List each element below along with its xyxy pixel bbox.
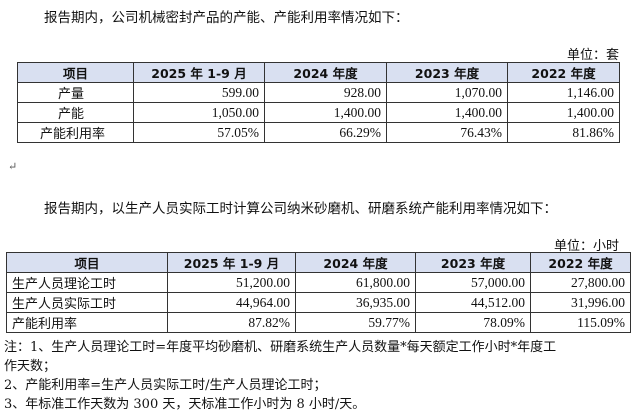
table-row: 产能利用率 57.05% 66.29% 76.43% 81.86% xyxy=(17,122,620,143)
table-cell: 36,935.00 xyxy=(295,292,416,313)
table-cell: 57.05% xyxy=(133,122,265,143)
table-cell: 1,400.00 xyxy=(264,102,387,123)
footnote-line: 2、产能利用率=生产人员实际工时/生产人员理论工时； xyxy=(4,378,327,393)
table-cell: 59.77% xyxy=(295,312,416,333)
table-header-row: 项目 2025 年 1-9 月 2024 年度 2023 年度 2022 年度 xyxy=(17,62,620,83)
column-header: 2024 年度 xyxy=(295,252,416,273)
table-cell: 57,000.00 xyxy=(415,272,531,293)
table-row: 生产人员实际工时 44,964.00 36,935.00 44,512.00 3… xyxy=(6,292,631,313)
table-cell: 1,400.00 xyxy=(386,102,508,123)
section1-unit: 单位：套 xyxy=(567,48,620,63)
capacity-table-grinders: 项目 2025 年 1-9 月 2024 年度 2023 年度 2022 年度 … xyxy=(6,252,631,333)
section2-intro: 报告期内，以生产人员实际工时计算公司纳米砂磨机、研磨系统产能利用率情况如下： xyxy=(44,201,557,217)
column-header: 2022 年度 xyxy=(530,252,631,273)
paragraph-mark: ↵ xyxy=(8,160,18,173)
table-row: 生产人员理论工时 51,200.00 61,800.00 57,000.00 2… xyxy=(6,272,631,293)
table-cell: 51,200.00 xyxy=(167,272,296,293)
section2-unit: 单位：小时 xyxy=(554,239,620,254)
table-cell: 1,146.00 xyxy=(507,82,620,103)
table-cell: 27,800.00 xyxy=(530,272,631,293)
capacity-table-seals: 项目 2025 年 1-9 月 2024 年度 2023 年度 2022 年度 … xyxy=(17,62,620,143)
row-label: 产能 xyxy=(17,102,134,123)
footnote-line: 3、年标准工作天数为 300 天，天标准工作小时为 8 小时/天。 xyxy=(4,397,366,412)
table-cell: 1,050.00 xyxy=(133,102,265,123)
row-label: 产能利用率 xyxy=(6,312,168,333)
table-cell: 76.43% xyxy=(386,122,508,143)
table-cell: 44,512.00 xyxy=(415,292,531,313)
column-header: 项目 xyxy=(6,252,168,273)
table-row: 产量 599.00 928.00 1,070.00 1,146.00 xyxy=(17,82,620,103)
table-cell: 61,800.00 xyxy=(295,272,416,293)
row-label: 产量 xyxy=(17,82,134,103)
footnote-line: 注：1、生产人员理论工时=年度平均砂磨机、研磨系统生产人员数量*每天额定工作小时… xyxy=(4,340,557,355)
column-header: 2025 年 1-9 月 xyxy=(167,252,296,273)
table-cell: 599.00 xyxy=(133,82,265,103)
table-row: 产能利用率 87.82% 59.77% 78.09% 115.09% xyxy=(6,312,631,333)
table-cell: 115.09% xyxy=(530,312,631,333)
column-header: 2024 年度 xyxy=(264,62,387,83)
row-label: 生产人员实际工时 xyxy=(6,292,168,313)
column-header: 2022 年度 xyxy=(507,62,620,83)
column-header: 2025 年 1-9 月 xyxy=(133,62,265,83)
table-cell: 78.09% xyxy=(415,312,531,333)
table-cell: 44,964.00 xyxy=(167,292,296,313)
table-cell: 1,400.00 xyxy=(507,102,620,123)
table-header-row: 项目 2025 年 1-9 月 2024 年度 2023 年度 2022 年度 xyxy=(6,252,631,273)
column-header: 2023 年度 xyxy=(415,252,531,273)
row-label: 生产人员理论工时 xyxy=(6,272,168,293)
table-cell: 81.86% xyxy=(507,122,620,143)
table-cell: 928.00 xyxy=(264,82,387,103)
table-cell: 66.29% xyxy=(264,122,387,143)
row-label: 产能利用率 xyxy=(17,122,134,143)
table-row: 产能 1,050.00 1,400.00 1,400.00 1,400.00 xyxy=(17,102,620,123)
column-header: 2023 年度 xyxy=(386,62,508,83)
footnote-line: 作天数； xyxy=(4,359,57,374)
table-cell: 87.82% xyxy=(167,312,296,333)
table-cell: 1,070.00 xyxy=(386,82,508,103)
column-header: 项目 xyxy=(17,62,134,83)
table-cell: 31,996.00 xyxy=(530,292,631,313)
section1-intro: 报告期内，公司机械密封产品的产能、产能利用率情况如下： xyxy=(44,10,409,26)
